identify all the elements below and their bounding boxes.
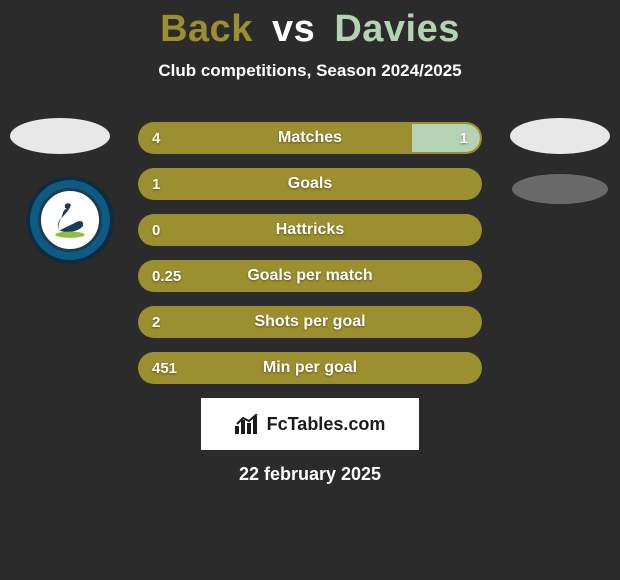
- right-team-badge-secondary: [512, 174, 608, 204]
- brand-box[interactable]: FcTables.com: [201, 398, 419, 450]
- stat-row: Goals1: [140, 170, 480, 198]
- title-vs: vs: [272, 8, 315, 50]
- date-line: 22 february 2025: [0, 464, 620, 485]
- player1-name: Back: [160, 8, 253, 50]
- stat-bars: Matches41Goals1Hattricks0Goals per match…: [140, 124, 480, 400]
- stat-row: Matches4 1: [140, 124, 480, 152]
- stat-value-left: 451: [152, 354, 177, 382]
- stat-value-right: 1: [460, 124, 468, 152]
- stat-label: Goals: [140, 170, 480, 198]
- stat-value-left: 0.25: [152, 262, 181, 290]
- swan-icon: [49, 199, 91, 241]
- stat-row: Hattricks0: [140, 216, 480, 244]
- stat-row: Shots per goal2: [140, 308, 480, 336]
- stat-value-left: 4: [152, 124, 160, 152]
- brand-logo-icon: [235, 414, 261, 434]
- stat-label: Min per goal: [140, 354, 480, 382]
- stat-value-left: 0: [152, 216, 160, 244]
- stat-value-left: 1: [152, 170, 160, 198]
- right-team-badge: [510, 118, 610, 154]
- club-crest: [26, 176, 114, 264]
- stat-row: Min per goal451: [140, 354, 480, 382]
- stat-value-left: 2: [152, 308, 160, 336]
- club-crest-inner: [38, 188, 102, 252]
- subtitle: Club competitions, Season 2024/2025: [0, 61, 620, 81]
- comparison-card: Back vs Davies Club competitions, Season…: [0, 0, 620, 580]
- stat-label: Goals per match: [140, 262, 480, 290]
- stat-label: Shots per goal: [140, 308, 480, 336]
- brand-text: FcTables.com: [267, 414, 386, 435]
- stat-row: Goals per match0.25: [140, 262, 480, 290]
- footer-area: FcTables.com 22 february 2025: [0, 388, 620, 485]
- left-team-badge: [10, 118, 110, 154]
- player2-name: Davies: [334, 8, 460, 50]
- stat-label: Hattricks: [140, 216, 480, 244]
- stat-label: Matches: [140, 124, 480, 152]
- page-title: Back vs Davies: [0, 0, 620, 51]
